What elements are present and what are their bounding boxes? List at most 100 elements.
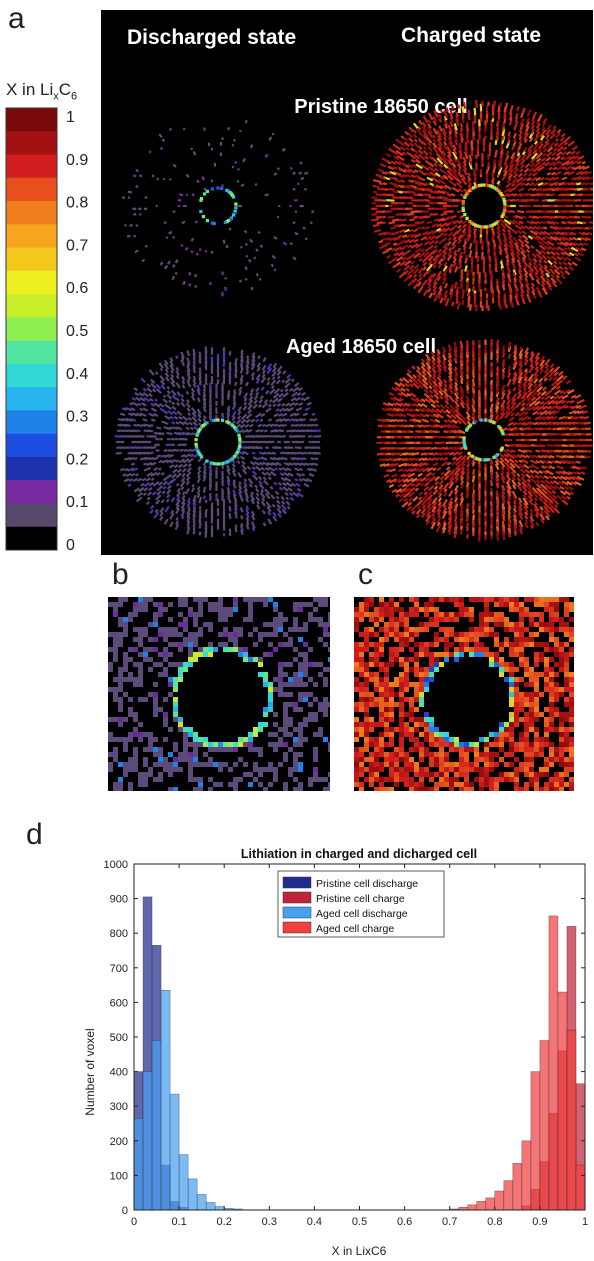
- row-title-pristine: Pristine 18650 cell: [294, 96, 468, 118]
- colorbar-swatch: [6, 387, 57, 411]
- histogram-bar: [196, 1194, 207, 1211]
- panel-b-image: [108, 597, 330, 791]
- histogram-bar: [178, 1154, 189, 1211]
- panel-c-image: [354, 597, 574, 791]
- colorbar-tick-label: 0.8: [66, 195, 88, 212]
- colorbar-swatch: [6, 131, 57, 156]
- histogram-bar: [512, 1163, 523, 1211]
- y-tick-label: 200: [110, 1136, 128, 1148]
- colorbar-tick-label: 0.4: [66, 366, 88, 383]
- x-tick-label: 0: [131, 1216, 137, 1228]
- panel-label-b: b: [112, 558, 129, 591]
- histogram-bar: [467, 1204, 478, 1211]
- colorbar-swatch: [6, 503, 57, 528]
- colorbar-swatch: [6, 108, 57, 132]
- legend-label: Pristine cell discharge: [316, 878, 418, 890]
- legend-label: Pristine cell charge: [316, 893, 405, 905]
- x-tick-label: 0.5: [352, 1216, 367, 1228]
- histogram-bar: [548, 915, 559, 1211]
- colorbar-swatch: [6, 177, 57, 202]
- histogram-bar: [476, 1201, 487, 1211]
- zoom-discharged-aged: [108, 597, 330, 791]
- colorbar-tick-label: 1: [66, 109, 75, 126]
- colorbar-swatch: [6, 480, 57, 504]
- histogram-chart: Lithiation in charged and dicharged cell…: [83, 847, 588, 1258]
- colorbar-tick-label: 0.2: [66, 451, 88, 468]
- panel-label-a: a: [8, 2, 25, 35]
- legend-swatch: [282, 906, 312, 919]
- legend-swatch: [282, 891, 312, 904]
- histogram-bar: [169, 1093, 180, 1211]
- colorbar-title-sub-6: 6: [71, 90, 78, 103]
- panel-label-c: c: [358, 558, 373, 591]
- y-tick-label: 1000: [104, 859, 128, 871]
- legend-swatch: [282, 921, 312, 934]
- legend-swatch: [282, 876, 312, 889]
- colorbar-swatch: [6, 456, 57, 481]
- colorbar: 1 0.9 0.8 0.7 0.6 0.5 0.4 0.3 0.2 0.1 0: [5, 107, 88, 554]
- x-axis-label: X in LixC6: [332, 1244, 387, 1258]
- y-tick-label: 100: [110, 1170, 128, 1182]
- colorbar-swatch: [6, 247, 57, 272]
- histogram-bar: [494, 1190, 505, 1211]
- histogram-bar: [539, 1040, 550, 1211]
- series-3: [449, 915, 586, 1211]
- colorbar-swatch: [6, 154, 57, 179]
- histogram-bar: [133, 1118, 144, 1211]
- histogram-bar: [485, 1197, 496, 1211]
- histogram-bar: [566, 1029, 577, 1211]
- zoom-charged-aged: [354, 597, 574, 791]
- histogram-bar: [214, 1206, 225, 1211]
- colorbar-tick-label: 0.5: [66, 323, 88, 340]
- y-tick-label: 300: [110, 1101, 128, 1113]
- panel-a-image: Discharged state Charged state Pristine …: [101, 10, 593, 555]
- histogram-bar: [557, 991, 568, 1211]
- histogram-bar: [187, 1178, 198, 1211]
- x-tick-label: 0.8: [487, 1216, 502, 1228]
- y-axis-label: Number of voxel: [83, 1028, 97, 1115]
- y-tick-label: 500: [110, 1032, 128, 1044]
- colorbar-swatch: [6, 340, 57, 365]
- histogram-bar: [142, 1071, 153, 1211]
- x-tick-label: 0.7: [442, 1216, 457, 1228]
- colorbar-swatch: [6, 317, 57, 342]
- y-tick-label: 400: [110, 1067, 128, 1079]
- panel-label-d: d: [26, 818, 43, 851]
- series-2: [133, 990, 243, 1211]
- legend-label: Aged cell discharge: [316, 908, 408, 920]
- colorbar-tick-label: 0.1: [66, 494, 88, 511]
- histogram-bar: [530, 1071, 541, 1211]
- row-title-aged: Aged 18650 cell: [285, 336, 437, 358]
- y-tick-label: 800: [110, 928, 128, 940]
- chart-title: Lithiation in charged and dicharged cell: [241, 847, 477, 861]
- colorbar-tick-label: 0.7: [66, 237, 88, 254]
- colorbar-title: X in LixC6: [6, 80, 77, 102]
- colorbar-title-prefix: X in Li: [6, 80, 54, 99]
- x-tick-label: 1: [582, 1216, 588, 1228]
- colorbar-swatch: [6, 224, 57, 249]
- histogram-bar: [205, 1202, 216, 1211]
- histogram-bar: [151, 1040, 162, 1211]
- y-tick-label: 600: [110, 997, 128, 1009]
- colorbar-swatch: [6, 201, 57, 225]
- ring-aged-charged: [376, 338, 593, 542]
- histogram-bar: [521, 1140, 532, 1211]
- ring-aged-discharged: [114, 346, 322, 538]
- colorbar-tick-label: 0.9: [66, 152, 88, 169]
- histogram-bar: [160, 990, 171, 1211]
- colorbar-swatch: [6, 294, 57, 318]
- tomography-rings: [114, 100, 593, 542]
- y-tick-label: 900: [110, 894, 128, 906]
- y-tick-label: 0: [122, 1205, 128, 1217]
- colorbar-title-sub-x: x: [53, 90, 59, 103]
- colorbar-title-mid: C: [58, 80, 72, 99]
- histogram-bar: [503, 1180, 514, 1211]
- ring-pristine-discharged: [121, 119, 315, 297]
- x-tick-label: 0.6: [397, 1216, 412, 1228]
- column-title-discharged: Discharged state: [127, 26, 297, 49]
- legend: Pristine cell discharge Pristine cell cha…: [277, 870, 445, 938]
- colorbar-swatch: [6, 363, 57, 388]
- x-tick-label: 0.9: [532, 1216, 547, 1228]
- legend-label: Aged cell charge: [316, 923, 394, 935]
- colorbar-swatch: [6, 410, 57, 435]
